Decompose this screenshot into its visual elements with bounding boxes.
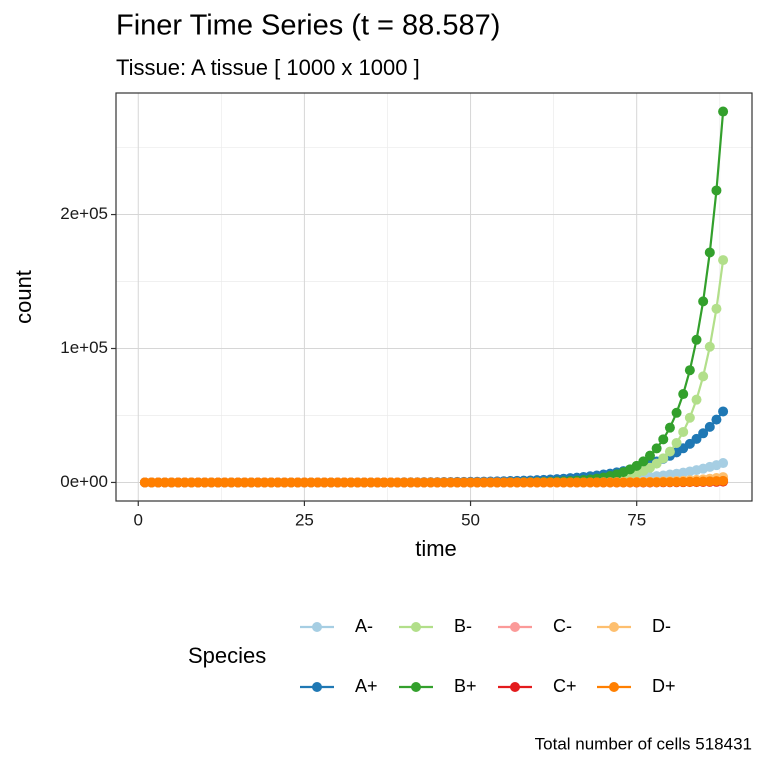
data-point — [671, 407, 682, 418]
legend-key-point — [411, 682, 421, 692]
legend-label: A+ — [355, 676, 378, 696]
legend-label: A- — [355, 616, 373, 636]
data-point — [684, 365, 695, 376]
data-point — [718, 458, 729, 469]
data-point — [691, 394, 702, 405]
data-point — [664, 446, 675, 457]
plot-area — [139, 106, 729, 488]
data-point — [684, 412, 695, 423]
legend-key-point — [411, 622, 421, 632]
legend-label: B+ — [454, 676, 477, 696]
data-point — [718, 475, 729, 486]
data-point — [658, 453, 669, 464]
legend-item: A- — [300, 616, 373, 636]
x-axis-label: time — [415, 536, 457, 561]
legend-label: C- — [553, 616, 572, 636]
axes: 0 25 50 75 0e+00 1e+05 2e+05 — [60, 204, 646, 529]
legend-key-point — [510, 682, 520, 692]
panel-border — [115, 92, 753, 502]
data-point — [718, 106, 729, 117]
x-tick-label: 75 — [627, 510, 646, 529]
series — [139, 106, 729, 488]
legend-label: B- — [454, 616, 472, 636]
data-point — [691, 334, 702, 345]
legend-key-point — [510, 622, 520, 632]
x-tick-label: 25 — [295, 510, 314, 529]
legend-label: C+ — [553, 676, 577, 696]
data-point — [698, 296, 709, 307]
legend-key-point — [609, 622, 619, 632]
x-tick-label: 50 — [461, 510, 480, 529]
legend-key-point — [312, 622, 322, 632]
data-point — [698, 371, 709, 382]
legend-item: B+ — [399, 676, 477, 696]
y-tick-label: 1e+05 — [60, 338, 108, 357]
data-point — [691, 433, 702, 444]
data-point — [678, 389, 689, 400]
legend-key-point — [609, 682, 619, 692]
legend-item: C+ — [498, 676, 577, 696]
legend-item: B- — [399, 616, 472, 636]
legend-label: D- — [652, 616, 671, 636]
data-point — [644, 450, 655, 461]
data-point — [664, 422, 675, 433]
series — [139, 475, 729, 488]
data-point — [698, 428, 709, 439]
legend-item: D- — [597, 616, 671, 636]
y-tick-label: 0e+00 — [60, 472, 108, 491]
series — [139, 255, 729, 488]
legend: A- A+ B- B+ C- C+ D- D+ — [300, 616, 676, 696]
data-point — [638, 456, 649, 467]
data-point — [704, 247, 715, 258]
data-point — [658, 434, 669, 445]
grid — [116, 93, 752, 501]
legend-label: D+ — [652, 676, 676, 696]
data-point — [704, 421, 715, 432]
legend-key-point — [312, 682, 322, 692]
legend-title: Species — [188, 643, 266, 668]
data-point — [711, 303, 722, 314]
legend-item: C- — [498, 616, 572, 636]
data-point — [711, 185, 722, 196]
y-tick-label: 2e+05 — [60, 204, 108, 223]
data-point — [718, 406, 729, 417]
data-point — [671, 437, 682, 448]
legend-item: A+ — [300, 676, 378, 696]
legend-item: D+ — [597, 676, 676, 696]
caption: Total number of cells 518431 — [535, 734, 752, 753]
data-point — [704, 341, 715, 352]
data-point — [651, 443, 662, 454]
chart-title: Finer Time Series (t = 88.587) — [116, 10, 500, 42]
data-point — [711, 414, 722, 425]
data-point — [678, 426, 689, 437]
data-point — [718, 255, 729, 266]
x-tick-label: 0 — [134, 510, 143, 529]
chart-subtitle: Tissue: A tissue [ 1000 x 1000 ] — [116, 55, 420, 80]
y-axis-label: count — [11, 270, 36, 324]
